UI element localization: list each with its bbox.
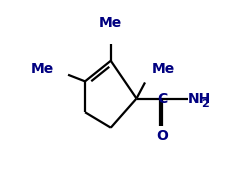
Text: Me: Me [152, 62, 175, 76]
Text: Me: Me [99, 16, 123, 30]
Text: O: O [156, 129, 168, 143]
Text: Me: Me [31, 62, 54, 76]
Text: 2: 2 [201, 99, 209, 109]
Text: NH: NH [188, 92, 211, 106]
Text: C: C [157, 92, 167, 106]
